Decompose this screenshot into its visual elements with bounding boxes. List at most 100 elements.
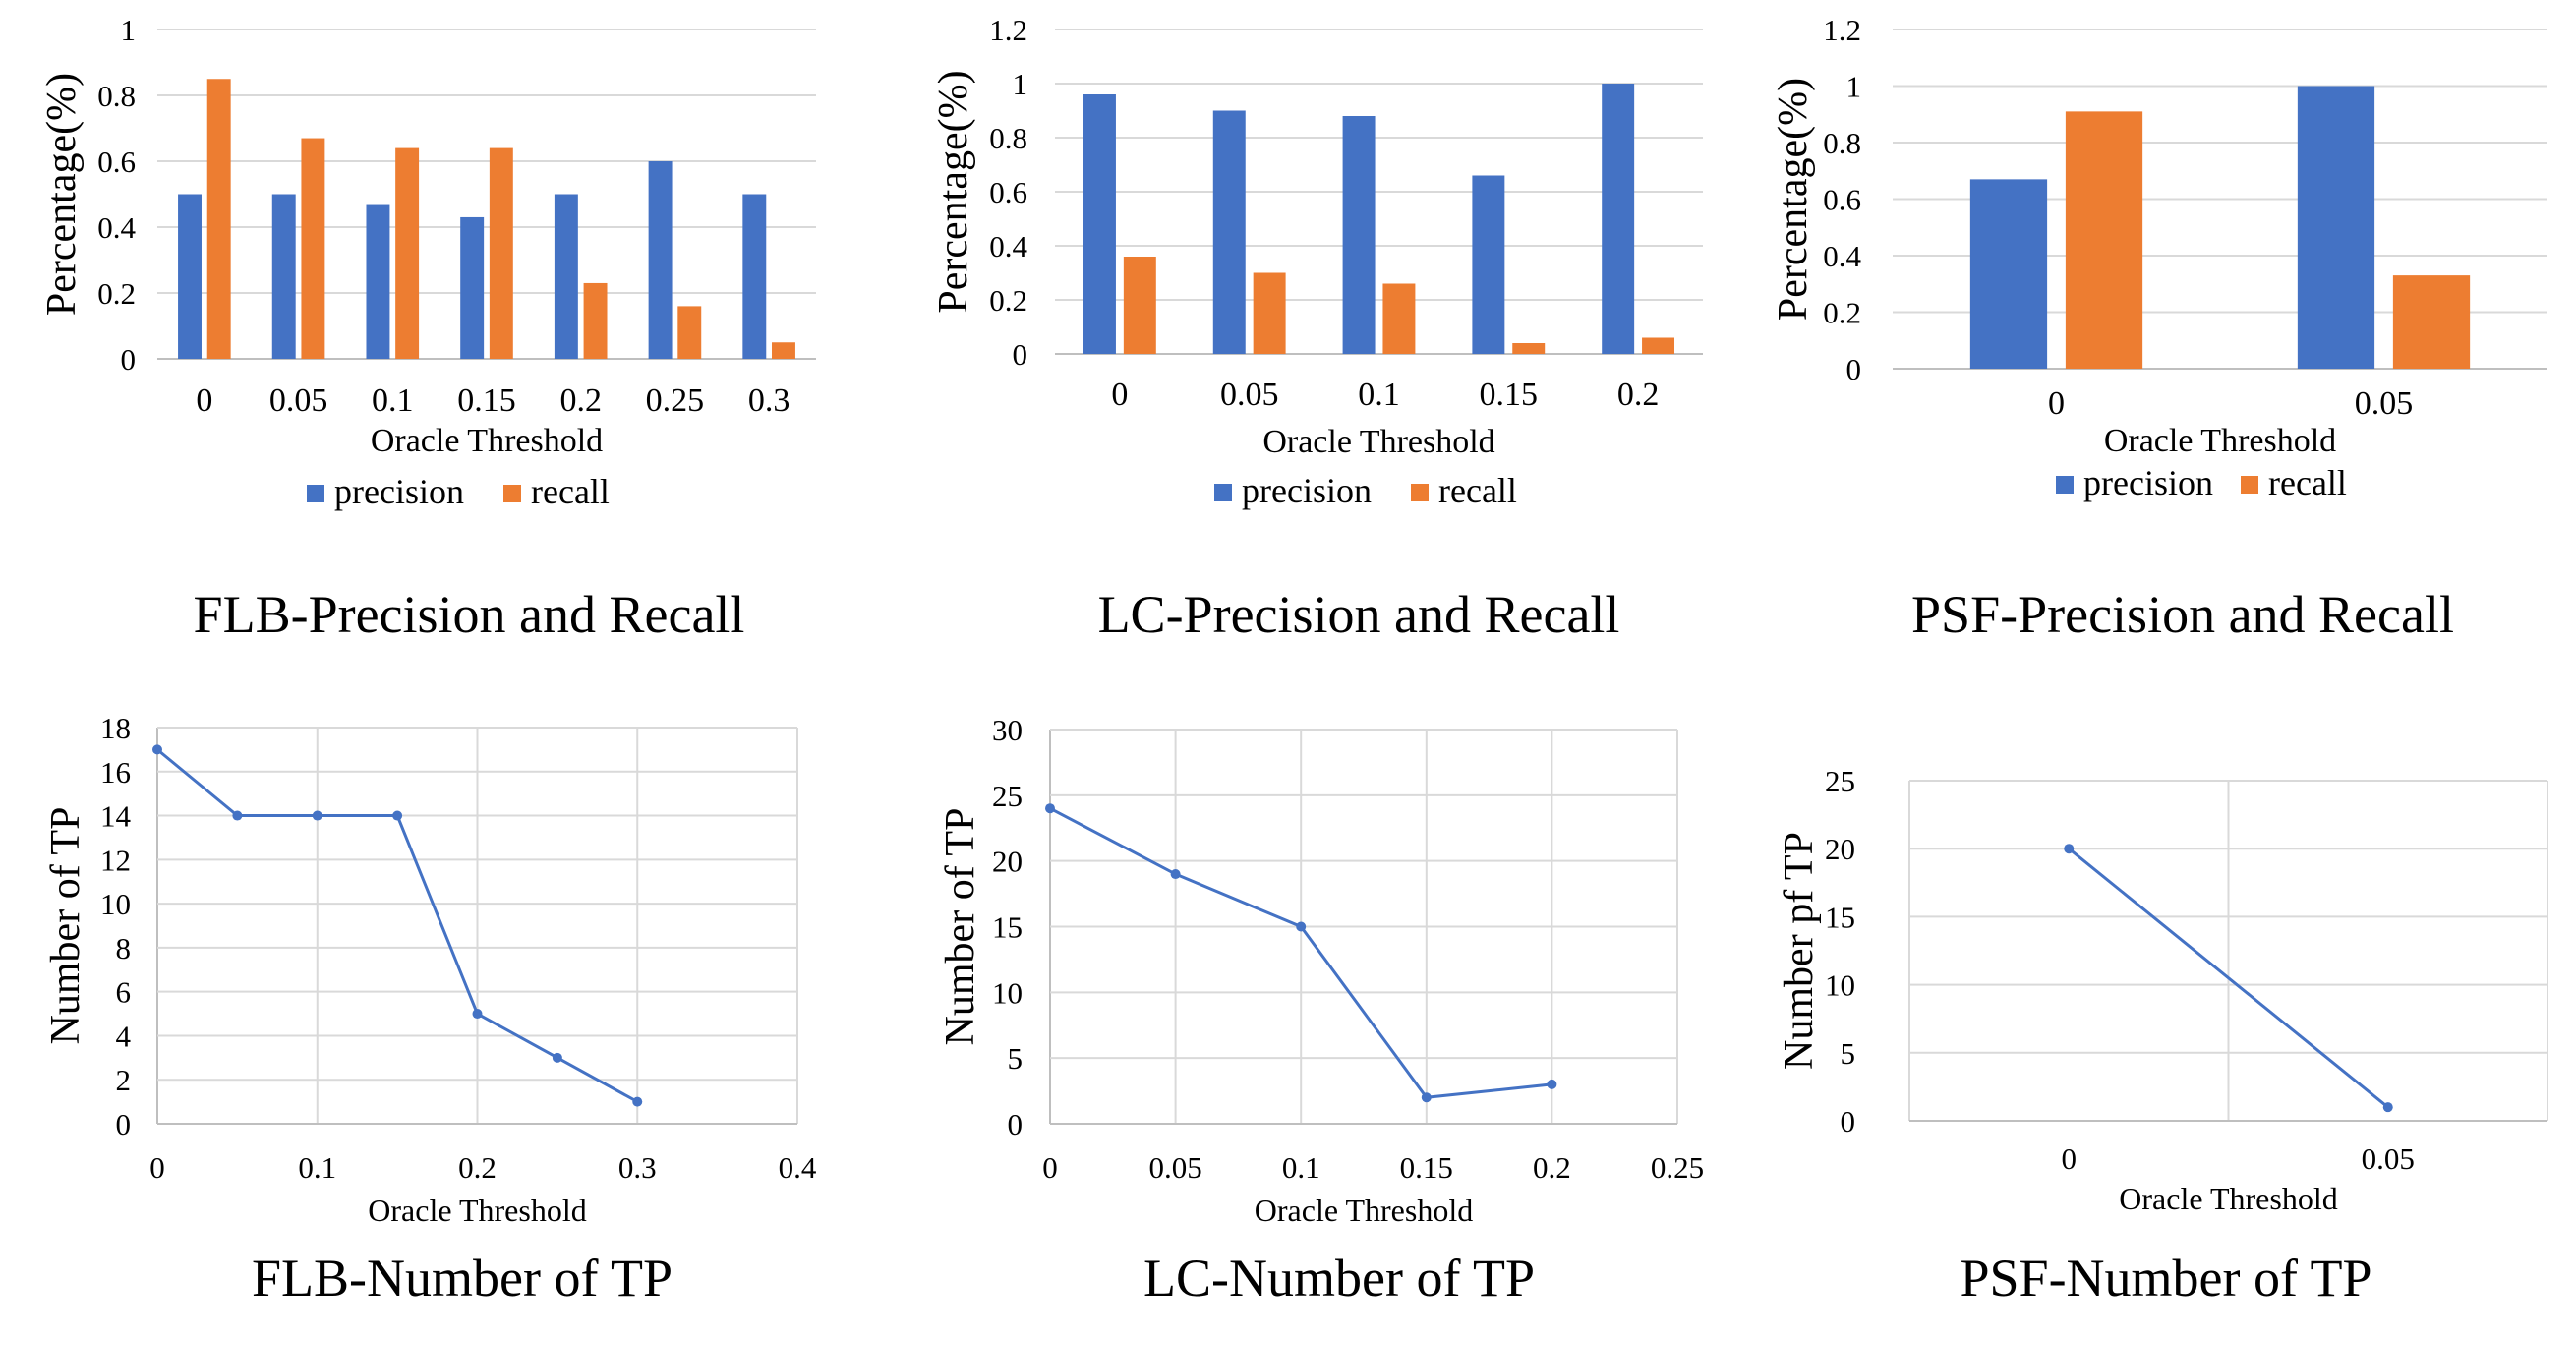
y-tick-label: 12 [100,843,131,877]
y-axis-label: Number of TP [43,807,88,1045]
legend-swatch-recall [503,485,521,502]
recall-bar [677,306,702,359]
series-line [2068,848,2389,1109]
y-tick-label: 0 [1008,1107,1024,1141]
recall-bar [395,147,420,359]
y-tick-label: 0.4 [989,229,1027,263]
y-tick-label: 20 [992,845,1023,879]
x-tick-label: 0.05 [2362,1141,2415,1176]
x-tick-label: 0.25 [646,382,705,419]
y-tick-label: 0.6 [97,145,136,179]
legend-label-recall: recall [2268,463,2347,502]
x-tick-label: 0 [1042,1150,1058,1185]
series-line [156,748,638,1103]
legend: precision recall [1214,471,1517,510]
recall-bar [1642,337,1675,354]
data-point [312,810,322,821]
chart-caption: FLB-Precision and Recall [194,585,745,644]
precision-bar [366,204,390,359]
chart-caption: LC-Precision and Recall [1098,585,1620,644]
legend-swatch-recall [1411,484,1429,501]
y-tick-label: 16 [100,755,131,789]
x-tick-label: 0.15 [1480,377,1539,413]
y-tick-label: 0.2 [989,283,1027,318]
x-tick-label: 0.4 [779,1150,817,1185]
data-point [1045,803,1055,814]
y-tick-label: 1 [121,13,137,47]
precision-bar [2297,86,2375,369]
y-tick-label: 5 [1841,1036,1856,1071]
y-tick-label: 30 [992,713,1023,747]
y-tick-label: 10 [100,887,131,921]
y-tick-label: 0 [121,342,137,377]
chart-lc_tp: 0 0.05 0.1 0.15 0.2 0.25 0 5 10 15 20 25 30 Oracle Th… [938,713,1704,1308]
chart-caption: PSF-Precision and Recall [1911,585,2454,644]
precision-bar [1342,116,1376,354]
precision-bar [1083,94,1116,354]
y-tick-label: 1 [1846,70,1862,104]
chart-flb_tp: 0 0.1 0.2 0.3 0.4 0 2 4 6 8 10 12 14 16 18 Oracle Thres… [43,711,817,1308]
data-point [1547,1079,1557,1089]
y-tick-label: 2 [116,1063,132,1097]
precision-bar [460,216,485,359]
chart-caption: LC-Number of TP [1143,1249,1535,1308]
y-tick-label: 4 [116,1019,132,1053]
y-tick-label: 0 [116,1107,132,1141]
y-tick-label: 8 [116,931,132,965]
x-axis-label: Oracle Threshold [2119,1181,2337,1216]
x-axis-label: Oracle Threshold [1255,1193,1473,1228]
y-tick-label: 0 [1013,337,1028,372]
x-tick-label: 0.1 [1358,377,1400,413]
x-tick-label: 0.05 [1220,377,1279,413]
y-tick-label: 6 [116,975,132,1010]
x-tick-label: 0.25 [1651,1150,1704,1185]
y-tick-label: 0 [1841,1104,1856,1139]
legend-label-recall: recall [1438,471,1517,510]
x-tick-label: 0.2 [458,1150,497,1185]
y-tick-label: 20 [1825,832,1855,866]
data-point [1421,1092,1432,1103]
chart-lc_pr: 0 0.2 0.4 0.6 0.8 1 1.2 0 0.05 0.1 0.15 0.2 Oracle T… [931,13,1703,644]
x-tick-label: 0 [149,1150,165,1185]
y-axis-label: Percentage(%) [1771,78,1816,321]
legend-label-precision: precision [1242,471,1372,510]
recall-bar [772,342,795,359]
data-point [1170,869,1181,880]
data-point [232,810,243,821]
y-tick-label: 0.2 [1823,296,1861,330]
legend-swatch-precision [1214,484,1232,501]
data-point [552,1052,562,1063]
y-tick-label: 0.8 [1823,126,1861,160]
data-point [1296,921,1307,932]
precision-bar [178,194,202,359]
data-point [632,1096,643,1107]
data-point [392,810,403,821]
data-point [2382,1102,2393,1113]
data-point [152,744,162,755]
y-tick-label: 0.2 [97,276,136,311]
x-tick-label: 0 [2062,1141,2078,1176]
recall-bar [206,79,231,359]
chart-psf_tp: 0 0.05 0 5 10 15 20 25 Oracle Threshold Number pf… [1777,764,2548,1308]
y-tick-label: 0.4 [97,210,136,245]
x-tick-label: 0.1 [372,382,414,419]
x-tick-label: 0 [2048,385,2065,422]
legend-label-recall: recall [531,472,610,511]
y-tick-label: 5 [1008,1041,1024,1076]
data-point [472,1009,483,1020]
x-tick-label: 0.3 [618,1150,657,1185]
chart-caption: PSF-Number of TP [1960,1249,2371,1308]
y-tick-label: 1 [1013,67,1028,101]
legend: precision recall [2056,463,2347,502]
legend-label-precision: precision [2083,463,2213,502]
data-point [2064,844,2075,854]
x-tick-label: 0.05 [269,382,328,419]
precision-bar [1472,175,1505,354]
legend-swatch-precision [307,485,324,502]
x-tick-label: 0.05 [2355,385,2414,422]
y-tick-label: 10 [1825,968,1855,1003]
y-axis-label: Percentage(%) [39,73,85,316]
y-tick-label: 1.2 [1823,13,1861,47]
y-tick-label: 15 [992,910,1023,945]
